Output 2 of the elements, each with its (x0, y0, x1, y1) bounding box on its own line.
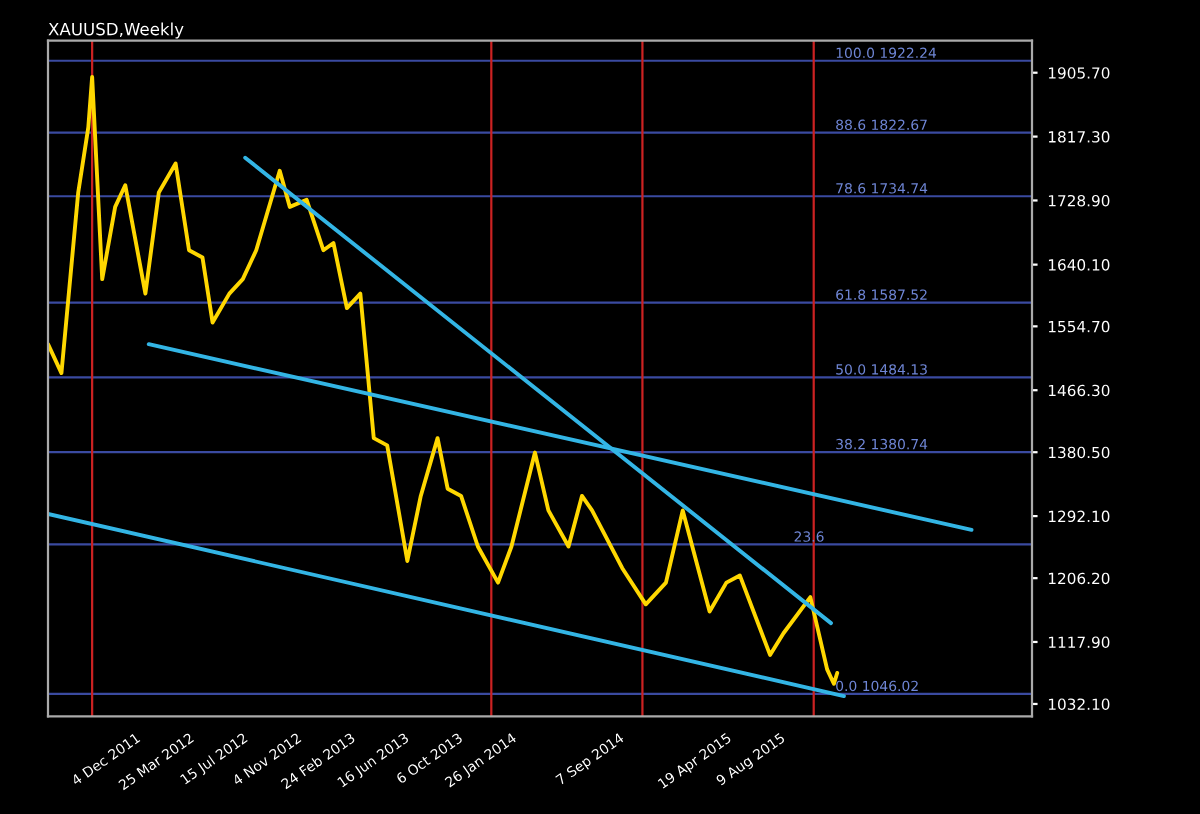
line-series (48, 74, 840, 686)
chart-title: XAUUSD,Weekly (48, 22, 184, 39)
